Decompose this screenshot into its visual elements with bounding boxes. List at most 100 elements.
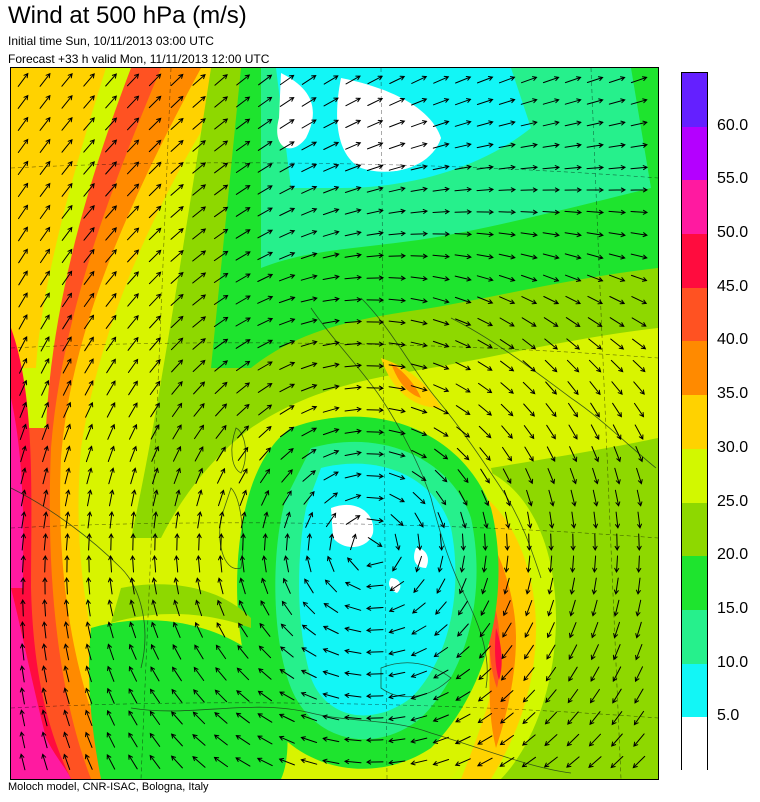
wind-vector-arrow — [257, 207, 273, 217]
wind-vector-arrow — [498, 232, 516, 237]
wind-vector-arrow — [388, 738, 406, 744]
wind-vector-arrow — [218, 554, 223, 573]
wind-vector-arrow — [257, 361, 273, 371]
wind-vector-arrow — [498, 209, 517, 215]
wind-vector-arrow — [327, 555, 335, 572]
wind-vector-arrow — [61, 204, 73, 219]
wind-vector-arrow — [194, 424, 205, 440]
wind-vector-arrow — [454, 187, 473, 192]
wind-vector-arrow — [500, 360, 515, 372]
wind-vector-arrow — [106, 753, 116, 770]
wind-vector-arrow — [345, 515, 361, 525]
wind-vector-arrow — [366, 164, 384, 171]
wind-vector-arrow — [84, 336, 94, 352]
wind-vector-arrow — [42, 467, 49, 485]
wind-vector-arrow — [591, 577, 597, 595]
wind-vector-arrow — [214, 712, 228, 724]
color-bar-segment — [682, 502, 707, 557]
wind-vector-arrow — [107, 423, 116, 440]
wind-vector-arrow — [477, 339, 493, 349]
wind-vector-arrow — [569, 622, 577, 639]
wind-vector-arrow — [128, 732, 138, 748]
wind-vector-arrow — [150, 424, 160, 440]
wind-vector-arrow — [172, 666, 182, 682]
wind-vector-arrow — [345, 119, 362, 128]
wind-vector-arrow — [542, 120, 560, 127]
wind-vector-arrow — [257, 735, 273, 745]
color-bar-segment — [682, 448, 707, 504]
wind-vector-arrow — [39, 160, 51, 175]
wind-vector-arrow — [366, 429, 385, 435]
wind-vector-arrow — [454, 275, 472, 282]
wind-vector-arrow — [282, 577, 291, 594]
wind-vector-arrow — [630, 253, 648, 260]
wind-vector-arrow — [300, 362, 318, 370]
wind-vector-arrow — [388, 342, 406, 347]
wind-vector-arrow — [152, 554, 158, 573]
wind-vector-arrow — [366, 385, 385, 391]
wind-vector-arrow — [214, 360, 229, 372]
wind-vector-arrow — [279, 361, 296, 370]
wind-vector-arrow — [62, 314, 72, 330]
wind-vector-arrow — [433, 384, 450, 393]
wind-vector-arrow — [63, 643, 70, 661]
wind-vector-arrow — [546, 424, 556, 440]
wind-vector-arrow — [542, 76, 560, 84]
wind-vector-arrow — [215, 403, 228, 417]
wind-vector-arrow — [614, 533, 620, 552]
wind-vector-arrow — [106, 380, 116, 396]
wind-vector-arrow — [432, 319, 450, 326]
wind-vector-arrow — [344, 230, 362, 237]
wind-vector-arrow — [615, 511, 620, 529]
wind-vector-arrow — [300, 296, 318, 303]
wind-vector-arrow — [301, 75, 317, 85]
wind-vector-arrow — [149, 337, 161, 351]
wind-vector-arrow — [84, 358, 94, 374]
wind-vector-arrow — [42, 445, 49, 463]
wind-vector-arrow — [350, 533, 357, 551]
wind-vector-arrow — [128, 688, 138, 704]
wind-vector-arrow — [19, 401, 27, 418]
wind-vector-arrow — [41, 423, 49, 440]
wind-vector-arrow — [608, 120, 626, 127]
wind-vector-arrow — [366, 253, 385, 259]
wind-vector-arrow — [236, 118, 251, 130]
wind-vector-arrow — [586, 120, 604, 127]
wind-vector-arrow — [521, 734, 536, 746]
wind-vector-arrow — [344, 275, 363, 280]
wind-vector-arrow — [456, 646, 470, 658]
wind-vector-arrow — [566, 359, 580, 373]
wind-vector-arrow — [365, 649, 384, 655]
wind-vector-arrow — [213, 756, 228, 768]
wind-vector-arrow — [105, 139, 118, 153]
wind-map[interactable] — [10, 67, 659, 780]
wind-vector-arrow — [149, 754, 161, 769]
wind-vector-arrow — [459, 578, 467, 595]
wind-vector-arrow — [613, 577, 619, 595]
wind-vector-arrow — [437, 555, 444, 573]
wind-vector-arrow — [523, 403, 535, 417]
wind-vector-arrow — [548, 533, 554, 552]
wind-vector-arrow — [564, 98, 582, 105]
wind-vector-arrow — [412, 602, 426, 614]
wind-vector-arrow — [435, 491, 447, 506]
wind-vector-arrow — [127, 161, 140, 175]
wind-vector-arrow — [587, 317, 603, 327]
wind-vector-arrow — [174, 532, 180, 551]
wind-vector-arrow — [366, 407, 385, 413]
wind-vector-arrow — [592, 555, 598, 574]
wind-vector-arrow — [107, 643, 115, 661]
wind-vector-arrow — [19, 665, 25, 683]
wind-vector-arrow — [322, 736, 340, 743]
wind-vector-arrow — [282, 490, 292, 506]
wind-vector-arrow — [500, 382, 514, 394]
wind-vector-arrow — [457, 623, 469, 637]
wind-speed-field — [277, 73, 313, 149]
wind-vector-arrow — [148, 205, 162, 219]
wind-vector-arrow — [366, 341, 385, 347]
wind-vector-arrow — [192, 756, 206, 768]
wind-vector-arrow — [61, 139, 73, 153]
wind-vector-arrow — [19, 709, 26, 727]
wind-vector-arrow — [196, 532, 202, 551]
wind-vector-arrow — [545, 403, 557, 418]
